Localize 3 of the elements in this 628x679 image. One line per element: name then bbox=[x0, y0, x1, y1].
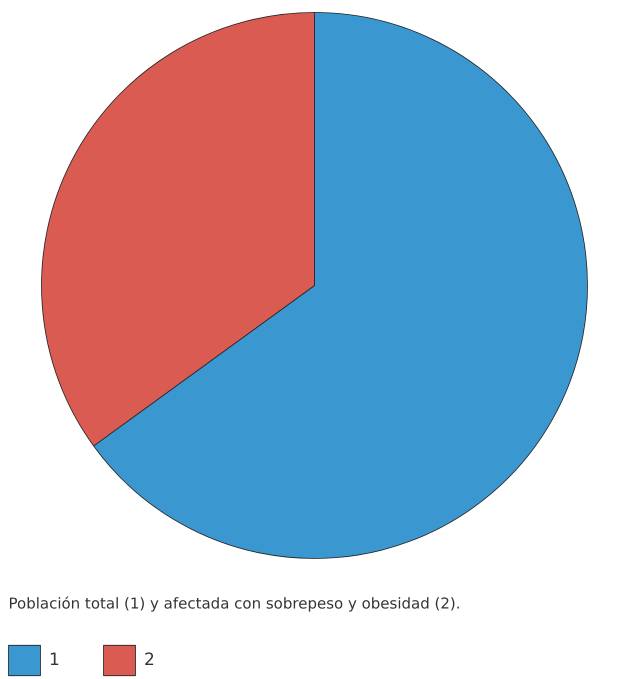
text: Población total (1) y afectada con sobrepeso y obesidad (2). bbox=[8, 594, 461, 612]
legend-label: 1 bbox=[49, 650, 61, 670]
legend-label: 2 bbox=[144, 650, 156, 670]
